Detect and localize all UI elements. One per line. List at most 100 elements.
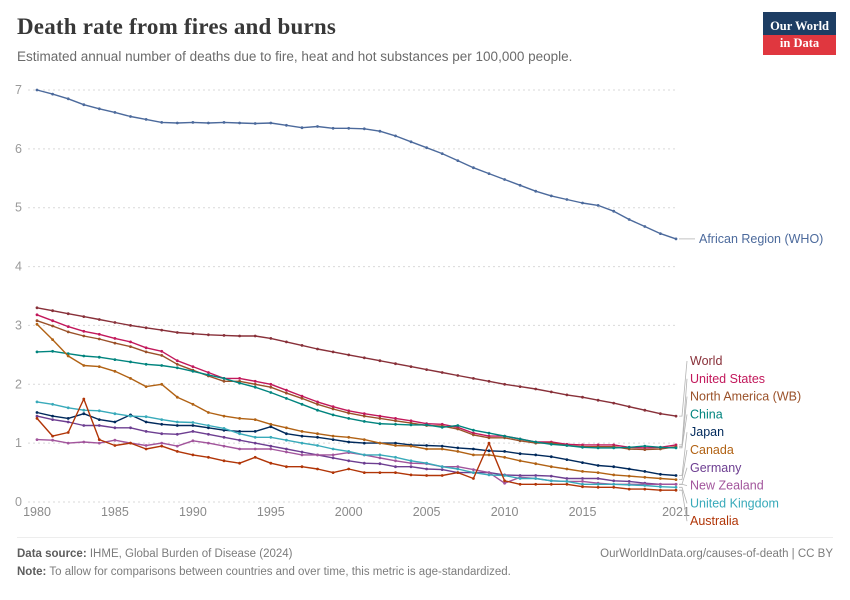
data-point (222, 427, 226, 430)
data-point (97, 365, 101, 368)
data-point (456, 467, 460, 471)
data-point (518, 459, 522, 463)
data-point (82, 329, 86, 333)
data-point (253, 334, 257, 338)
data-point (347, 353, 351, 357)
data-point (82, 412, 86, 416)
series-label-united-kingdom[interactable]: United Kingdom (690, 496, 779, 510)
data-point (129, 377, 132, 380)
series-label-world[interactable]: World (690, 354, 722, 368)
series-line-united-kingdom[interactable] (36, 401, 677, 488)
data-point (362, 414, 366, 418)
data-point (144, 447, 148, 451)
data-point (35, 417, 39, 420)
series-line-world[interactable] (36, 307, 677, 417)
data-point (347, 417, 351, 420)
data-point (129, 360, 132, 364)
data-point (378, 453, 382, 457)
data-point (425, 467, 428, 471)
data-point (487, 379, 491, 383)
data-point (674, 482, 678, 486)
data-point (222, 459, 226, 463)
data-point (300, 441, 304, 445)
data-point (160, 441, 164, 445)
data-point (300, 394, 304, 398)
data-point (627, 480, 631, 483)
data-point (440, 465, 444, 469)
data-point (503, 474, 506, 477)
data-point (316, 453, 319, 457)
series-label-china[interactable]: China (690, 407, 723, 421)
data-point (565, 458, 569, 461)
data-point (144, 444, 148, 447)
data-point (581, 461, 584, 464)
series-label-african-region-who[interactable]: African Region (WHO) (699, 232, 823, 246)
data-point (144, 118, 148, 121)
data-point (51, 414, 54, 418)
data-point (331, 434, 335, 438)
data-point (409, 461, 413, 465)
data-point (565, 198, 569, 201)
data-point (674, 414, 678, 418)
data-point (222, 444, 226, 448)
data-point (51, 338, 54, 341)
data-point (253, 435, 257, 439)
line-chart: 0 1 2 3 4 5 6 7 1980 1985 1990 1995 2000 2005 2010 2015… (15, 83, 823, 528)
series-line-north-america-wb[interactable] (36, 320, 677, 451)
data-point (51, 349, 54, 353)
data-point (144, 346, 148, 350)
data-point (518, 437, 522, 441)
data-point (425, 368, 428, 371)
data-point (51, 319, 54, 323)
data-point (113, 337, 117, 340)
series-label-new-zealand[interactable]: New Zealand (690, 479, 764, 493)
data-point (238, 381, 242, 385)
data-point (549, 465, 553, 469)
series-line-germany[interactable] (36, 415, 676, 485)
data-point (316, 467, 319, 471)
data-point (487, 471, 491, 474)
data-point (378, 417, 382, 420)
data-point (643, 484, 647, 487)
data-point (612, 446, 616, 450)
series-label-united-states[interactable]: United States (690, 372, 765, 386)
data-point (394, 362, 397, 366)
data-point (316, 444, 319, 447)
data-point (238, 121, 242, 125)
data-point (51, 438, 54, 442)
series-label-germany[interactable]: Germany (690, 461, 742, 475)
series-line-china[interactable] (36, 350, 677, 449)
data-point (456, 471, 460, 474)
series-label-canada[interactable]: Canada (690, 443, 734, 457)
data-point (674, 478, 678, 481)
series-line-japan[interactable] (36, 411, 677, 477)
series-line-australia[interactable] (36, 398, 676, 491)
series-label-north-america-wb[interactable]: North America (WB) (690, 390, 801, 404)
data-point (82, 103, 86, 107)
owid-link[interactable]: OurWorldInData.org/causes-of-death | CC … (600, 548, 833, 560)
series-line-united-states[interactable] (36, 314, 677, 449)
data-point (191, 369, 195, 373)
series-label-australia[interactable]: Australia (690, 514, 739, 528)
series-line-canada[interactable] (36, 323, 677, 481)
data-point (394, 444, 397, 447)
data-point (191, 430, 195, 433)
data-point (129, 340, 132, 344)
data-point (97, 332, 101, 336)
owid-logo[interactable]: Our World in Data (763, 12, 836, 55)
data-point (440, 425, 444, 429)
data-point (440, 474, 444, 477)
series-label-japan[interactable]: Japan (690, 425, 724, 439)
data-point (191, 402, 195, 406)
data-point (300, 430, 304, 433)
data-point (659, 488, 662, 492)
data-point (409, 140, 413, 144)
data-point (51, 434, 54, 438)
data-point (191, 121, 195, 124)
data-point (66, 406, 70, 410)
data-point (596, 204, 600, 207)
y-tick-label: 0 (15, 495, 22, 509)
series-line-african-region-who[interactable] (36, 89, 677, 240)
data-point (643, 475, 647, 479)
data-point (440, 447, 444, 451)
